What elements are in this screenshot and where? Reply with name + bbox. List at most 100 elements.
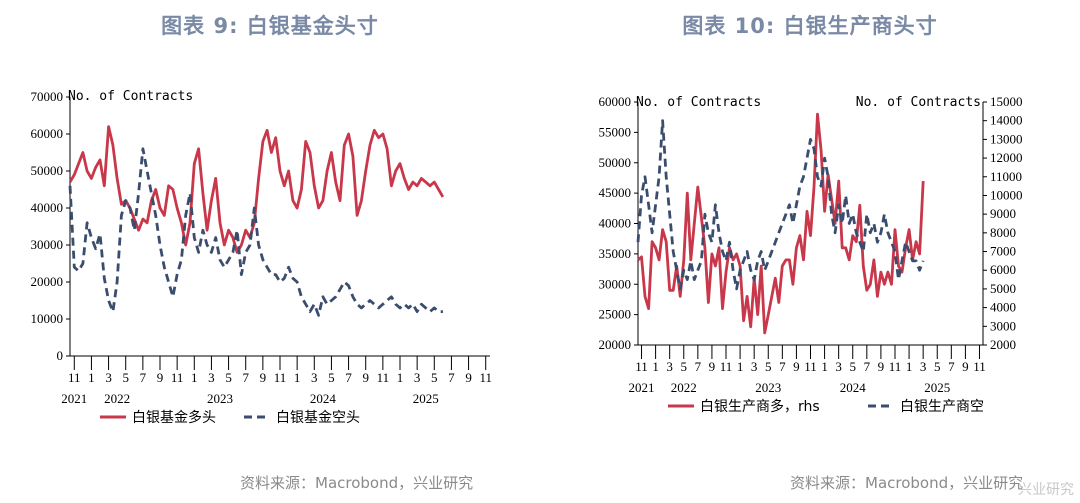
series-line-2 [636,119,925,291]
chart-panel-left: 图表 9: 白银基金头寸 0 10000 20000 30000 40000 50000 6… [31,14,492,492]
y-tick-label-right: 4000 [990,300,1016,315]
y-tick-label: 70000 [31,89,64,104]
year-label: 2024 [840,380,867,395]
x-tick-label: 9 [157,370,164,385]
x-tick-label: 5 [934,359,941,374]
y-tick-label: 20000 [599,337,632,352]
y-tick-label-right: 14000 [990,113,1023,128]
series-line-2 [68,147,443,317]
unit-label: No. of Contracts [68,89,193,104]
y-tick-label-right: 10000 [990,187,1023,202]
year-label: 2022 [671,380,697,395]
unit-label-left: No. of Contracts [636,95,761,110]
x-tick-label: 11 [804,359,817,374]
legend-label-2: 白银基金空头 [276,409,360,426]
y-tick-label-right: 2000 [990,337,1016,352]
x-tick-label: 9 [362,370,369,385]
y-tick-label: 60000 [599,94,632,109]
x-tick-label: 7 [864,359,871,374]
y-tick-label-right: 3000 [990,318,1016,333]
x-tick-label: 11 [479,370,492,385]
y-tick-label-right: 12000 [990,150,1023,165]
x-tick-label: 11 [377,370,390,385]
series-line-1 [637,112,925,335]
x-tick-label: 11 [973,359,986,374]
x-tick-label: 9 [709,359,716,374]
x-tick-label: 7 [779,359,786,374]
year-label: 2021 [61,391,87,406]
y-tick-label-right: 6000 [990,262,1016,277]
legend-label-1: 白银生产商多，rhs [700,398,820,415]
y-tick-label-right: 13000 [990,131,1023,146]
x-tick-label: 3 [414,370,421,385]
x-tick-label: 1 [191,370,198,385]
year-label: 2023 [755,380,781,395]
x-tick-label: 3 [835,359,842,374]
y-tick-label: 35000 [599,246,632,261]
x-tick-label: 7 [948,359,955,374]
x-tick-label: 3 [311,370,318,385]
y-tick-label: 10000 [31,311,64,326]
chart-title: 图表 10: 白银生产商头寸 [682,14,938,38]
x-tick-label: 3 [751,359,758,374]
x-tick-label: 7 [242,370,249,385]
x-tick-label: 9 [793,359,800,374]
legend-label-2: 白银生产商空 [900,399,984,415]
x-tick-label: 11 [171,370,184,385]
x-tick-label: 1 [906,359,913,374]
y-tick-label: 50000 [31,163,64,178]
y-tick-label: 40000 [599,216,632,231]
year-label: 2025 [924,380,950,395]
x-tick-label: 1 [821,359,828,374]
x-tick-label: 9 [465,370,472,385]
source-note: 资料来源：Macrobond，兴业研究 [240,474,474,492]
x-tick-label: 9 [260,370,267,385]
year-label: 2024 [310,391,337,406]
y-tick-label: 55000 [599,124,632,139]
x-tick-label: 3 [666,359,673,374]
x-tick-label: 1 [652,359,659,374]
x-tick-label: 5 [765,359,772,374]
x-tick-label: 7 [140,370,147,385]
x-tick-label: 11 [889,359,902,374]
y-tick-label: 25000 [599,307,632,322]
source-note: 资料来源：Macrobond，兴业研究 [790,474,1024,492]
y-tick-label: 45000 [599,185,632,200]
x-tick-label: 9 [878,359,885,374]
y-tick-label-right: 9000 [990,206,1016,221]
x-tick-label: 5 [849,359,856,374]
y-tick-label-right: 5000 [990,281,1016,296]
year-label: 2021 [629,380,655,395]
x-tick-label: 11 [635,359,648,374]
x-tick-label: 7 [695,359,702,374]
x-tick-label: 3 [208,370,215,385]
x-tick-label: 5 [122,370,129,385]
x-tick-label: 11 [68,370,81,385]
x-tick-label: 11 [274,370,287,385]
y-tick-label-right: 11000 [990,169,1022,184]
year-label: 2025 [413,391,439,406]
x-tick-label: 3 [105,370,112,385]
x-tick-label: 1 [397,370,404,385]
x-tick-label: 5 [681,359,688,374]
chart-title: 图表 9: 白银基金头寸 [161,14,379,38]
x-tick-label: 1 [737,359,744,374]
x-tick-label: 5 [328,370,335,385]
chart-svg: 2000025000300003500040000450005000055000… [599,94,1023,415]
y-tick-label: 40000 [31,200,64,215]
legend-label-1: 白银基金多头 [132,409,216,426]
x-tick-label: 3 [920,359,927,374]
y-tick-label: 60000 [31,126,64,141]
x-tick-label: 1 [88,370,95,385]
watermark: 兴业研究 [1018,482,1074,498]
x-tick-label: 5 [431,370,438,385]
y-tick-label: 30000 [599,276,632,291]
year-label: 2023 [207,391,233,406]
y-tick-label: 20000 [31,274,64,289]
y-tick-label: 0 [57,348,64,363]
y-tick-label: 30000 [31,237,64,252]
x-tick-label: 9 [962,359,969,374]
x-tick-label: 1 [294,370,301,385]
chart-panel-right: 图表 10: 白银生产商头寸 20000 25000 30000 35000 40000… [540,0,1080,503]
